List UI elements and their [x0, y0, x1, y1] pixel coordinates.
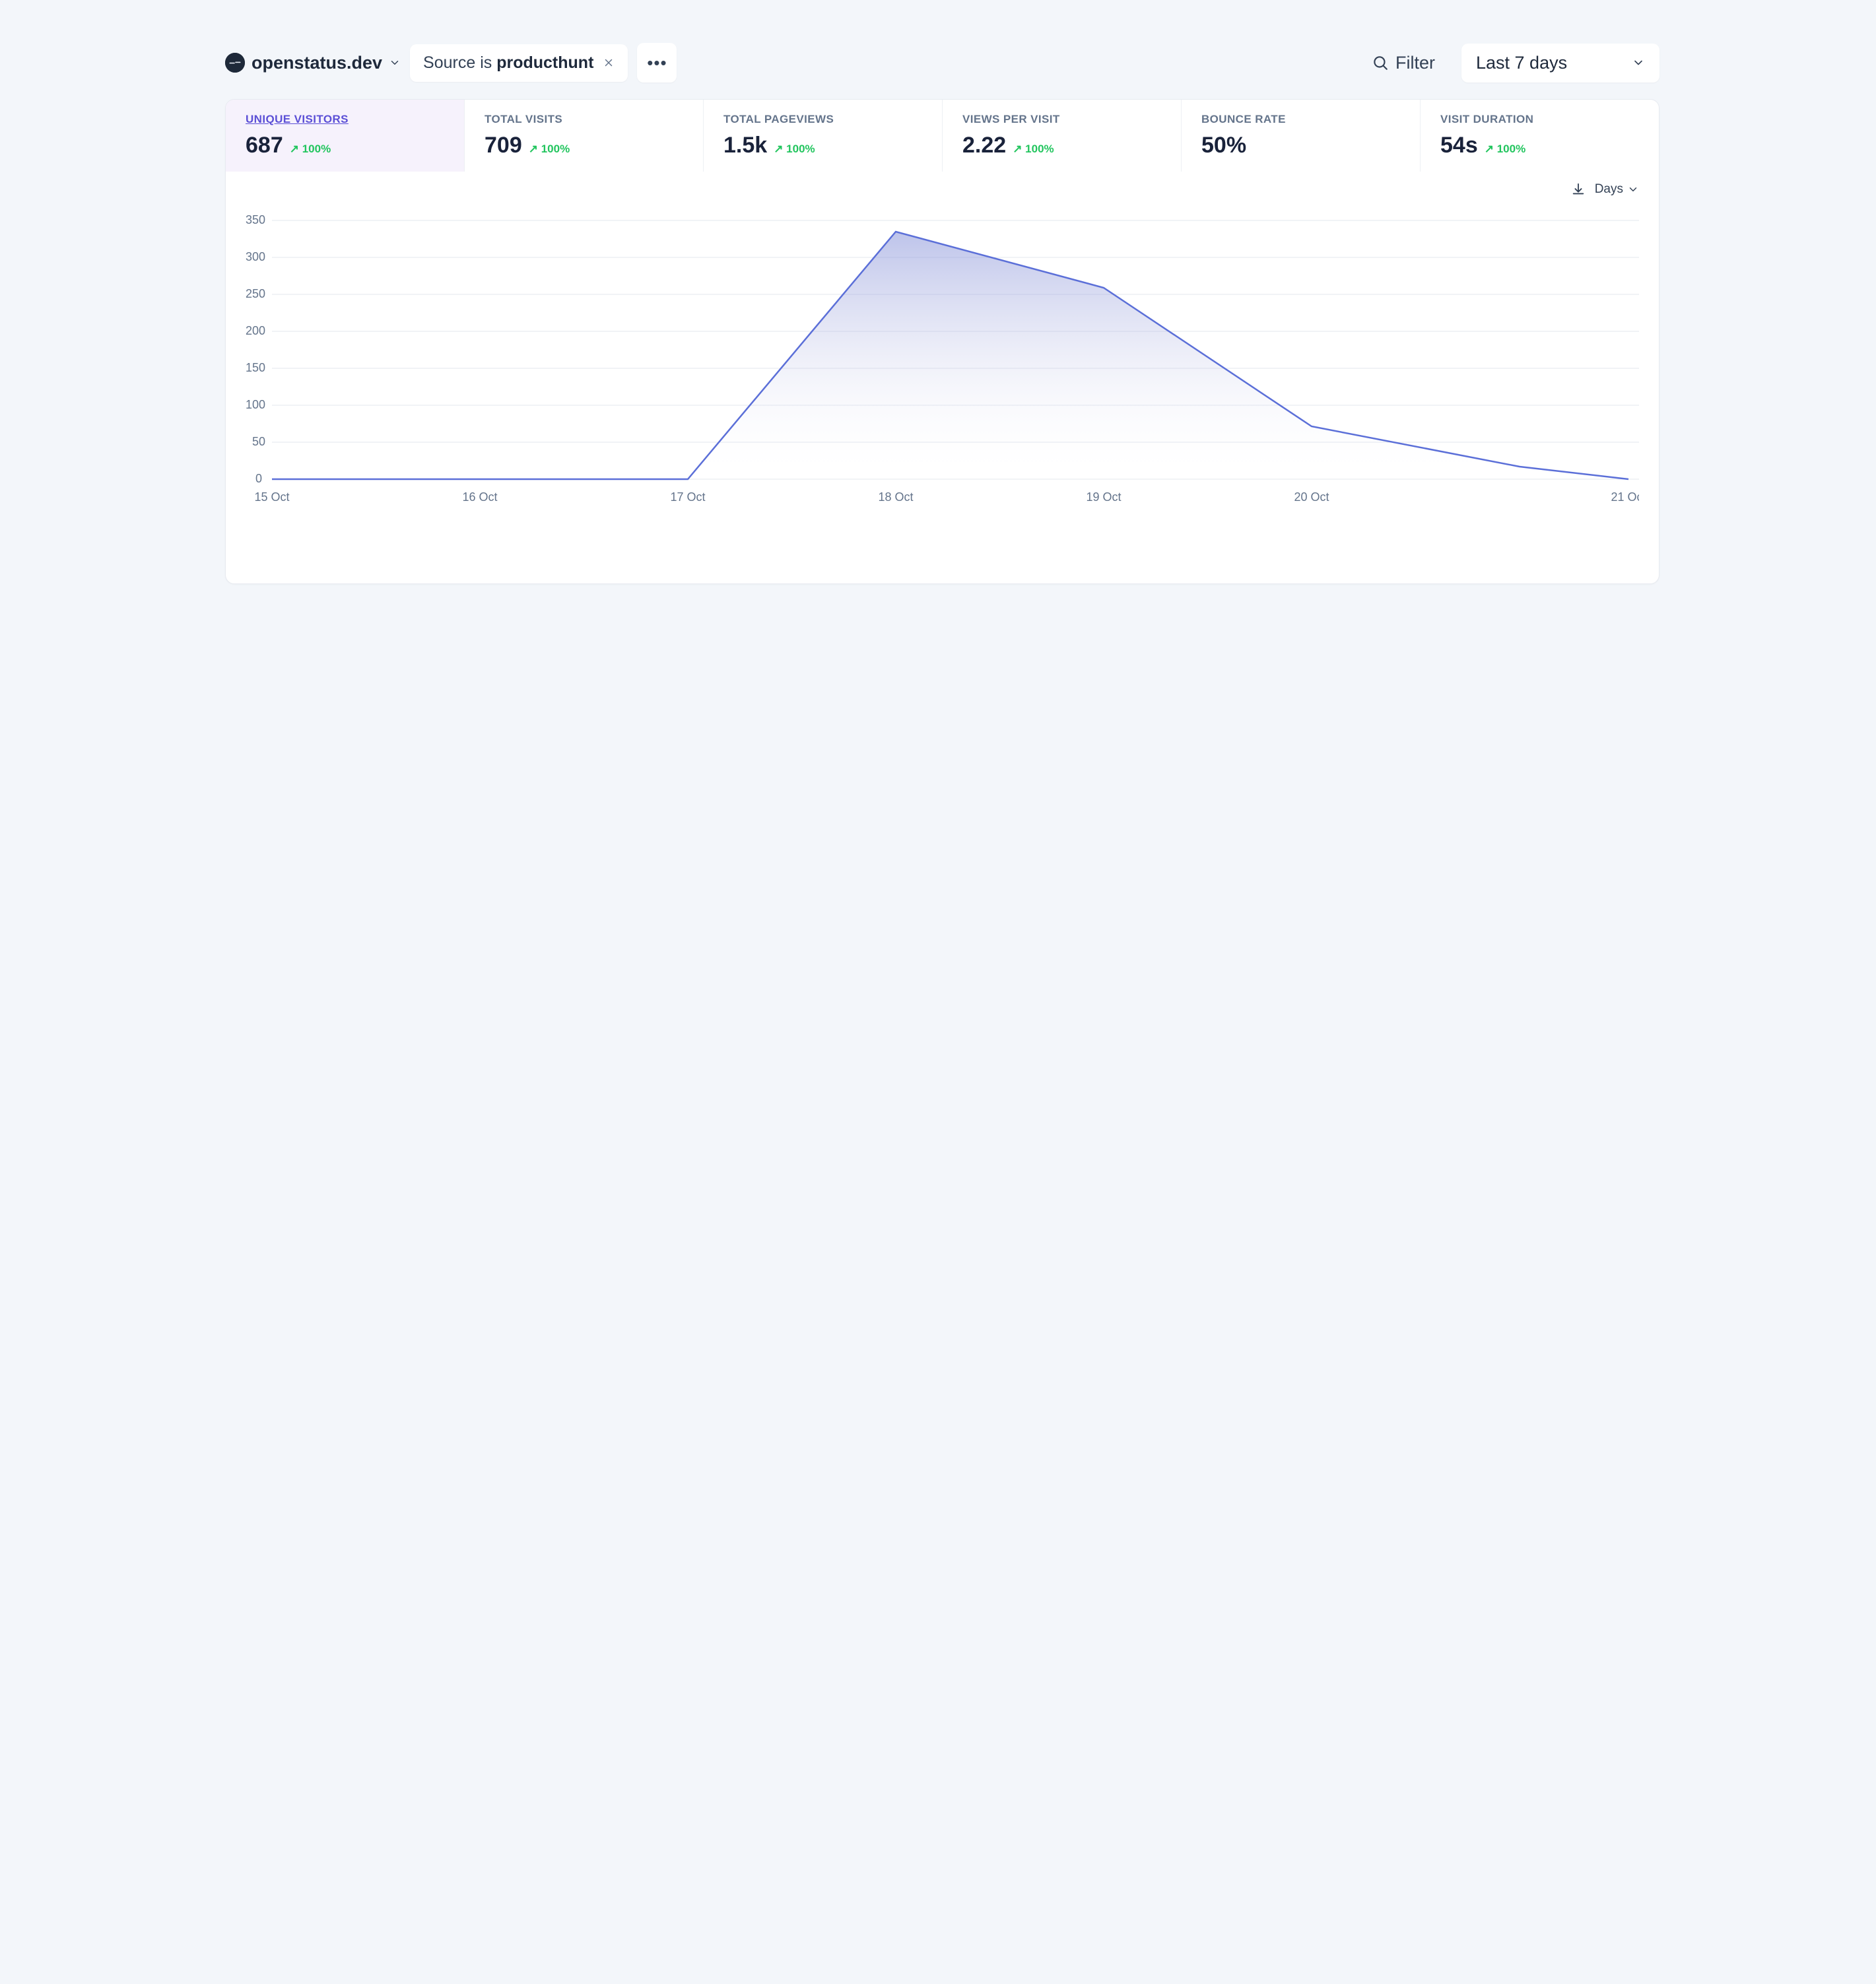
svg-text:21 Oct: 21 Oct	[1611, 490, 1639, 504]
svg-text:0: 0	[255, 472, 262, 485]
svg-text:50: 50	[252, 435, 265, 448]
svg-text:200: 200	[246, 324, 265, 337]
svg-text:300: 300	[246, 250, 265, 263]
svg-text:250: 250	[246, 287, 265, 300]
svg-text:18 Oct: 18 Oct	[878, 490, 913, 504]
svg-text:150: 150	[246, 361, 265, 374]
svg-text:19 Oct: 19 Oct	[1086, 490, 1121, 504]
svg-text:17 Oct: 17 Oct	[670, 490, 705, 504]
svg-text:15 Oct: 15 Oct	[254, 490, 289, 504]
svg-text:16 Oct: 16 Oct	[462, 490, 497, 504]
svg-text:20 Oct: 20 Oct	[1294, 490, 1329, 504]
svg-text:100: 100	[246, 398, 265, 411]
svg-text:350: 350	[246, 213, 265, 226]
